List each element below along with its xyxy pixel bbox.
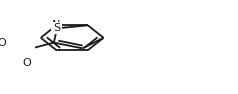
Text: S: S [54,23,61,33]
Text: O: O [0,38,6,48]
Text: N: N [52,20,61,30]
Text: O: O [22,58,31,68]
